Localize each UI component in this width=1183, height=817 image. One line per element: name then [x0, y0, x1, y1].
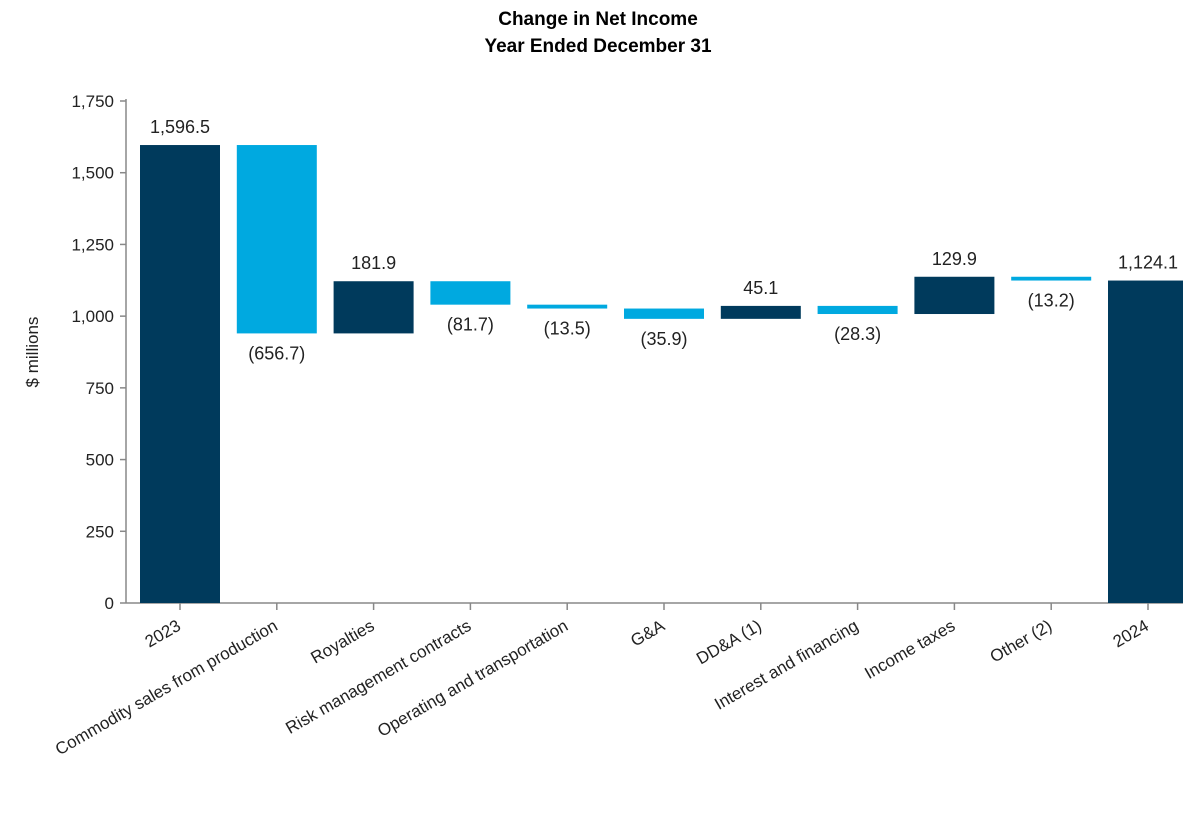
x-tick-label: 2023: [142, 616, 184, 651]
y-tick-label: 750: [86, 379, 114, 398]
data-label-7: 45.1: [743, 278, 778, 298]
bar-10: [1011, 276, 1092, 281]
y-axis-label: $ millions: [23, 317, 42, 388]
x-tick-label: DD&A (1): [693, 616, 765, 668]
data-label-2: (656.7): [248, 343, 305, 363]
y-tick-label: 1,250: [71, 235, 114, 254]
x-tick-label: 2024: [1110, 616, 1152, 651]
y-tick-label: 1,000: [71, 307, 114, 326]
data-label-6: (35.9): [640, 329, 687, 349]
x-tick-label: Royalties: [308, 616, 378, 667]
data-label-8: (28.3): [834, 324, 881, 344]
x-tick-label: G&A: [627, 616, 668, 651]
data-label-11: 1,124.1: [1118, 253, 1178, 273]
y-tick-label: 1,500: [71, 164, 114, 183]
y-tick-label: 1,750: [71, 92, 114, 111]
y-tick-label: 0: [105, 594, 114, 613]
bar-11: [1108, 280, 1183, 603]
x-tick-label: Operating and transportation: [374, 616, 571, 741]
y-tick-label: 250: [86, 522, 114, 541]
bar-9: [914, 276, 995, 315]
x-tick-label: Income taxes: [861, 616, 958, 683]
data-label-9: 129.9: [932, 249, 977, 269]
bar-6: [624, 308, 704, 319]
chart-title: Change in Net Income: [498, 9, 698, 30]
axes: 0 250 500 750 1,000 1,250 1,500 1,750: [71, 92, 1183, 613]
chart-subtitle: Year Ended December 31: [484, 36, 711, 57]
data-label-4: (81.7): [447, 315, 494, 335]
data-label-1: 1,596.5: [150, 117, 210, 137]
bar-5: [527, 304, 608, 309]
x-tick-label: Risk management contracts: [282, 616, 474, 738]
x-tick-label: Other (2): [987, 616, 1055, 666]
bar-8: [817, 305, 898, 315]
data-labels: 1,596.5 (656.7) 181.9 (81.7) (13.5) (35.9) 45.…: [150, 117, 1178, 363]
bar-7: [720, 305, 801, 319]
bar-4: [430, 281, 511, 305]
bar-2: [236, 145, 317, 334]
bar-3: [333, 281, 414, 334]
bars: [140, 145, 1183, 603]
data-label-5: (13.5): [544, 319, 591, 339]
data-label-3: 181.9: [351, 253, 396, 273]
bar-1: [140, 145, 220, 603]
data-label-10: (13.2): [1028, 291, 1075, 311]
y-tick-label: 500: [86, 451, 114, 470]
